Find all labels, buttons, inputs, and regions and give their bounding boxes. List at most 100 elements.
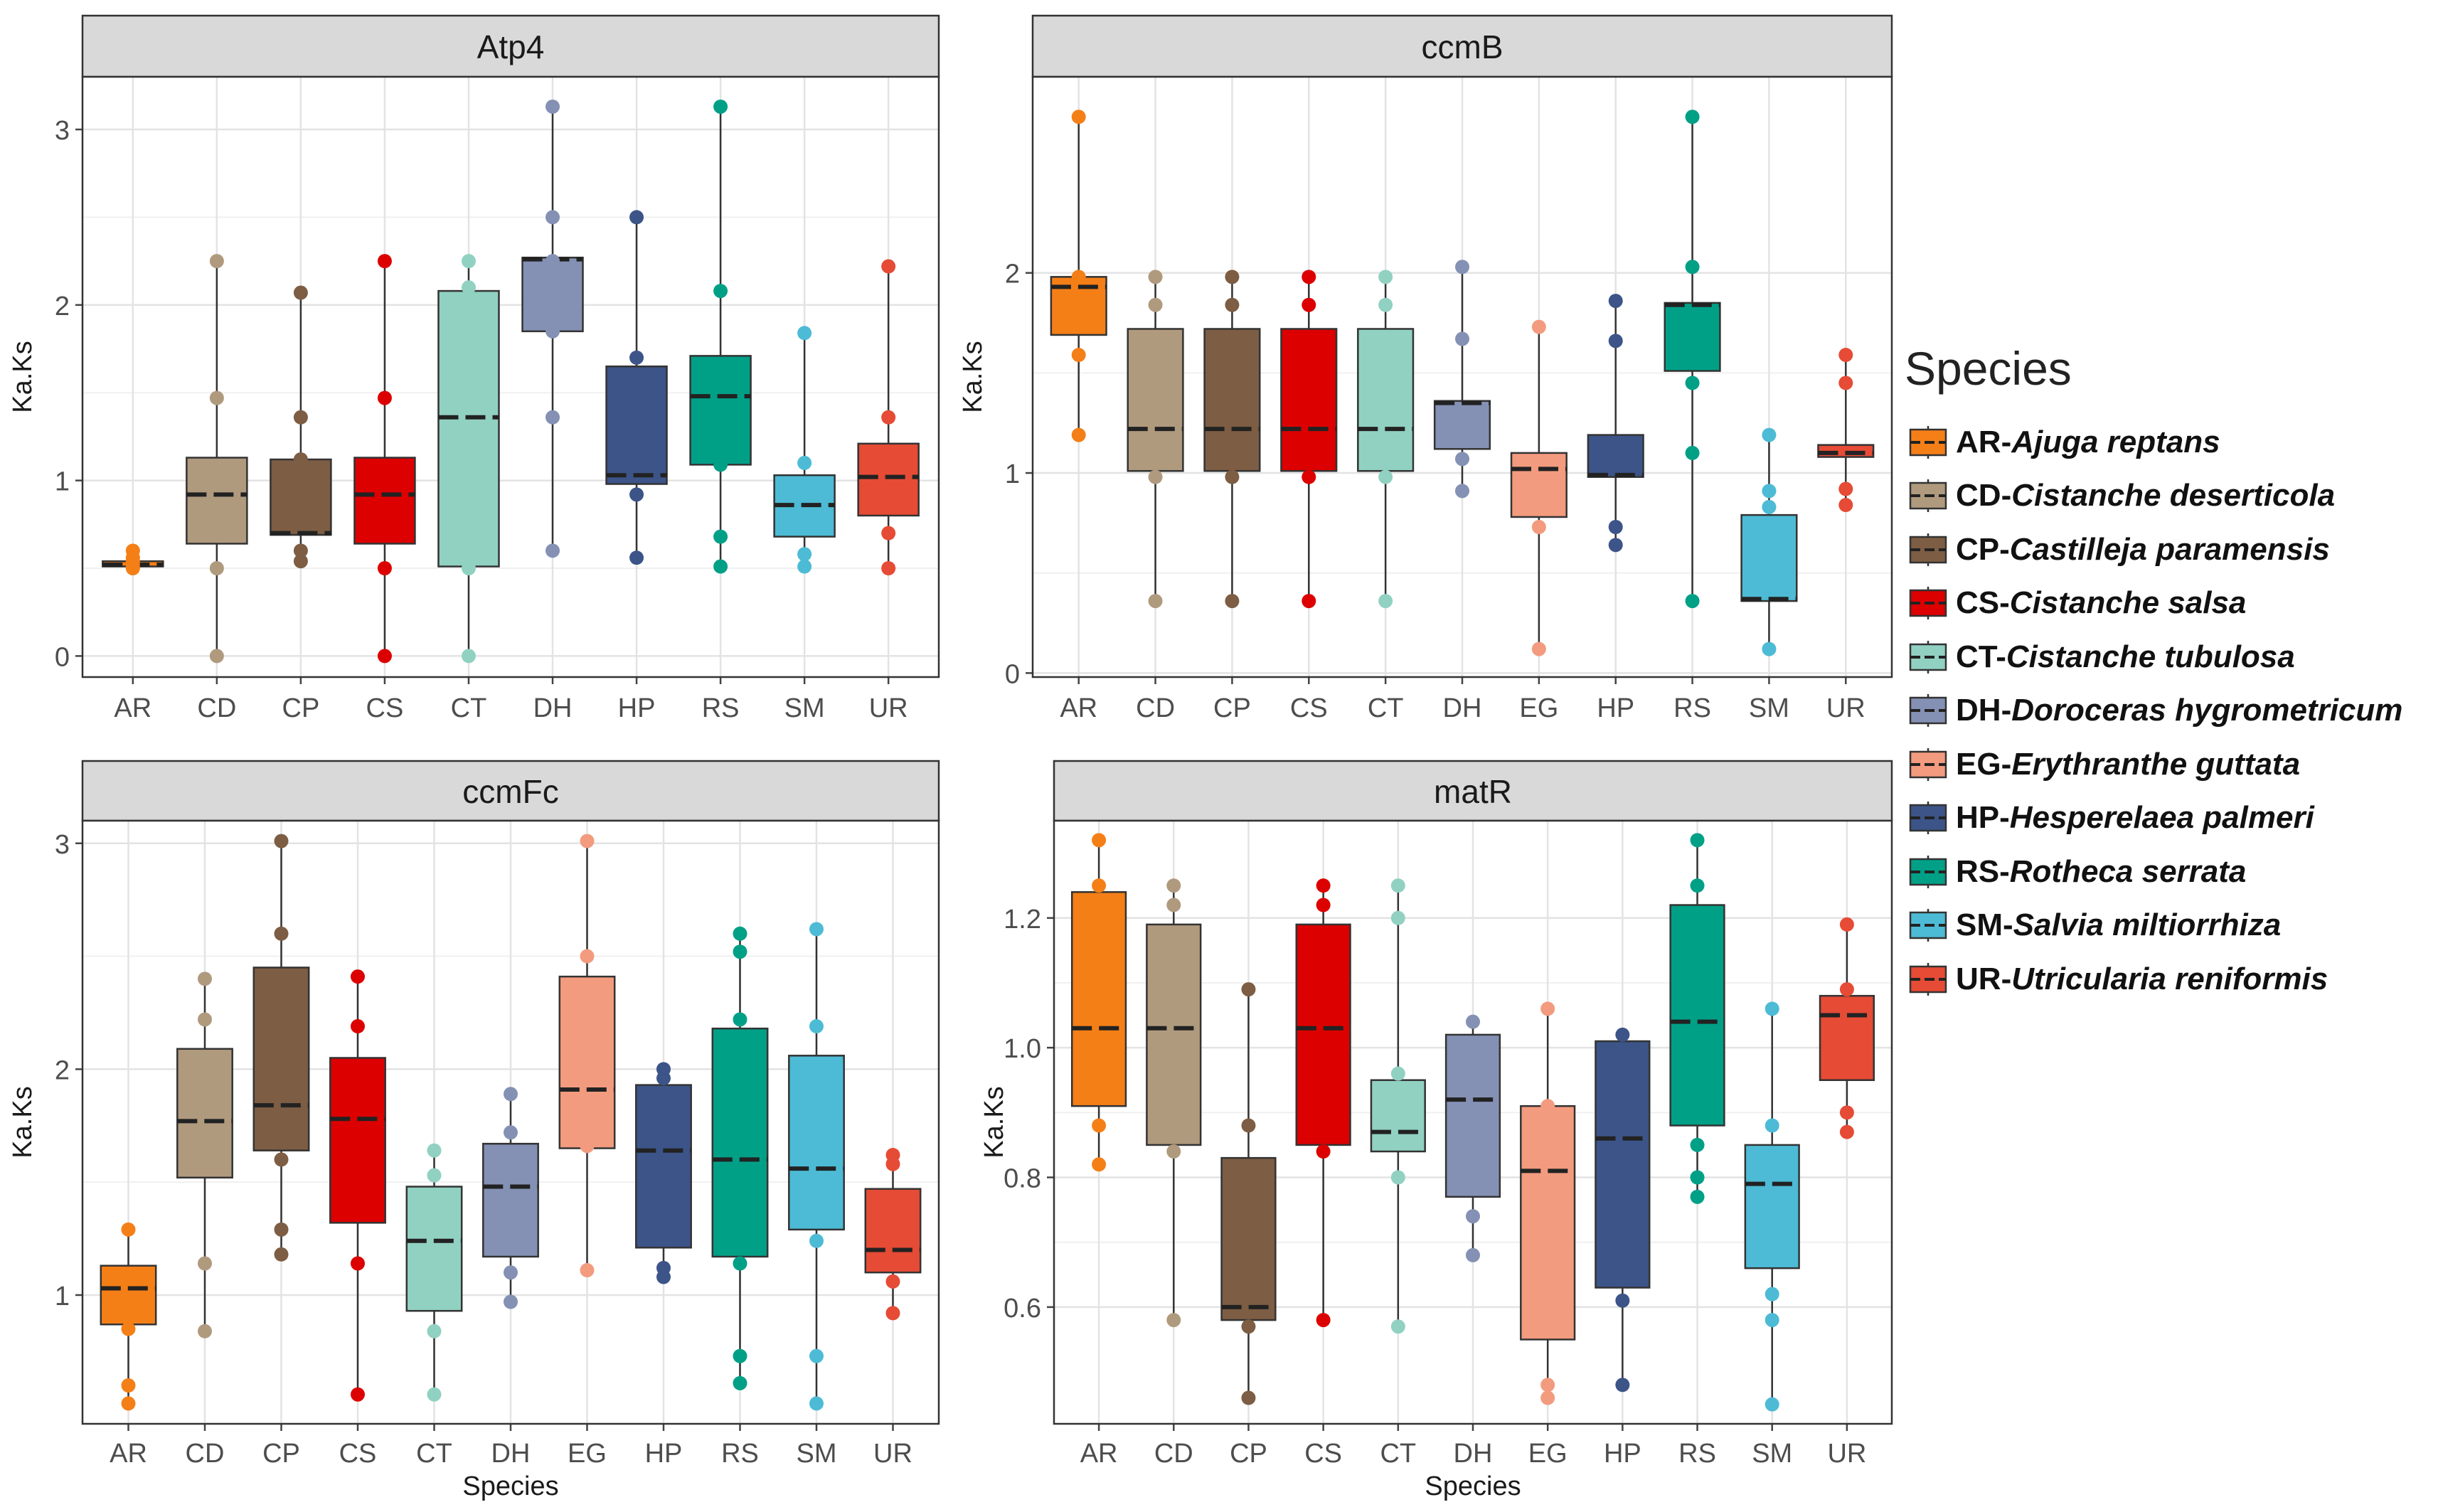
data-point: [1690, 1189, 1705, 1204]
box-iqr: [482, 1142, 539, 1258]
data-point: [351, 1019, 365, 1034]
data-point: [733, 944, 747, 959]
box-CS: [329, 969, 386, 1402]
y-tick-label: 1: [55, 1282, 70, 1311]
data-point: [1092, 1118, 1107, 1133]
legend-key: [1909, 694, 1947, 728]
x-tick-label: CP: [282, 693, 320, 723]
data-point: [1378, 594, 1393, 609]
legend-label: HP-Hesperelaea palmeri: [1956, 800, 2314, 836]
box-iqr: [100, 1265, 157, 1326]
data-point: [293, 285, 308, 300]
x-tick-label: RS: [721, 1439, 759, 1469]
data-point: [1316, 1313, 1331, 1328]
box-iqr: [1669, 904, 1725, 1127]
data-point: [1378, 297, 1393, 312]
y-axis-label: Ka.Ks: [8, 1086, 38, 1158]
legend-species-name: Salvia miltiorrhiza: [2013, 907, 2282, 943]
legend: Species AR-Ajuga reptans CD-Cistanche des…: [1899, 341, 2439, 1006]
data-point: [1378, 469, 1393, 484]
data-point: [504, 1125, 518, 1140]
box-iqr: [1070, 891, 1127, 1107]
data-point: [733, 1012, 747, 1027]
data-point: [713, 284, 728, 299]
data-point: [545, 543, 560, 558]
panel-strip: [1053, 760, 1893, 822]
x-tick-label: AR: [1060, 693, 1097, 723]
panel-title: ccmFc: [462, 773, 558, 810]
box-iqr: [252, 967, 310, 1151]
box-SM: [788, 922, 845, 1411]
legend-item-CD: CD-Cistanche deserticola: [1899, 469, 2439, 523]
legend-label: RS-Rotheca serrata: [1956, 854, 2246, 890]
data-point: [545, 254, 560, 269]
legend-separator: -: [1999, 531, 2010, 567]
data-point: [1839, 917, 1854, 932]
data-point: [1390, 1170, 1405, 1185]
data-point: [580, 949, 595, 964]
data-point: [1455, 331, 1469, 346]
data-point: [1838, 481, 1853, 496]
box-iqr: [1520, 1104, 1576, 1341]
data-point: [504, 1087, 518, 1102]
legend-item-SM: SM-Salvia miltiorrhiza: [1899, 899, 2439, 953]
legend-label: CP-Castilleja paramensis: [1956, 532, 2330, 568]
legend-label: AR-Ajuga reptans: [1956, 425, 2220, 460]
plot-area: [83, 77, 939, 677]
legend-key: [1909, 533, 1947, 566]
data-point: [1455, 260, 1469, 275]
x-tick-label: AR: [110, 1439, 147, 1469]
box-CP: [1220, 982, 1277, 1405]
legend-species-name: Doroceras hygrometricum: [2011, 693, 2403, 728]
y-tick-label: 1: [55, 467, 70, 497]
data-point: [629, 550, 644, 565]
data-point: [427, 1387, 442, 1402]
data-point: [1166, 1144, 1181, 1159]
x-tick-label: CS: [366, 693, 404, 723]
box-SM: [1740, 427, 1798, 656]
data-point: [733, 1375, 747, 1390]
box-RS: [689, 99, 752, 574]
x-tick-label: CP: [1230, 1439, 1267, 1469]
data-point: [1148, 270, 1163, 284]
box-iqr: [1220, 1156, 1277, 1321]
x-tick-label: EG: [1528, 1439, 1568, 1469]
data-point: [1608, 520, 1623, 534]
data-point: [1531, 319, 1546, 334]
box-RS: [1669, 833, 1725, 1204]
box-iqr: [1295, 923, 1351, 1146]
box-EG: [558, 834, 616, 1278]
x-tick-label: SM: [797, 1439, 837, 1469]
data-point: [713, 457, 728, 472]
legend-item-RS: RS-Rotheca serrata: [1899, 845, 2439, 899]
data-point: [461, 649, 476, 664]
box-AR: [102, 543, 164, 575]
legend-species-name: Hesperelaea palmeri: [2009, 800, 2314, 836]
data-point: [1531, 520, 1546, 534]
box-iqr: [1127, 328, 1184, 472]
legend-code: CT: [1956, 639, 1996, 674]
data-point: [1455, 484, 1469, 499]
legend-code: AR: [1956, 424, 2001, 459]
box-DH: [1444, 1014, 1501, 1262]
box-CP: [270, 285, 332, 569]
data-point: [1615, 1293, 1630, 1308]
data-point: [809, 1396, 824, 1411]
data-point: [797, 455, 812, 470]
box-iqr: [353, 457, 416, 545]
box-DH: [482, 1087, 539, 1309]
y-tick-label: 1.2: [1004, 905, 1041, 935]
x-tick-label: AR: [114, 693, 151, 723]
data-point: [121, 1378, 136, 1393]
y-tick-label: 2: [55, 292, 70, 321]
x-tick-label: CD: [1136, 693, 1175, 723]
data-point: [1608, 538, 1623, 553]
box-CS: [1280, 270, 1338, 609]
data-point: [504, 1294, 518, 1309]
x-tick-label: CD: [1154, 1439, 1193, 1469]
box-CP: [1203, 270, 1261, 609]
data-point: [1241, 982, 1256, 997]
box-iqr: [1433, 400, 1491, 450]
x-tick-label: SM: [1752, 1439, 1792, 1469]
data-point: [1540, 1001, 1555, 1016]
